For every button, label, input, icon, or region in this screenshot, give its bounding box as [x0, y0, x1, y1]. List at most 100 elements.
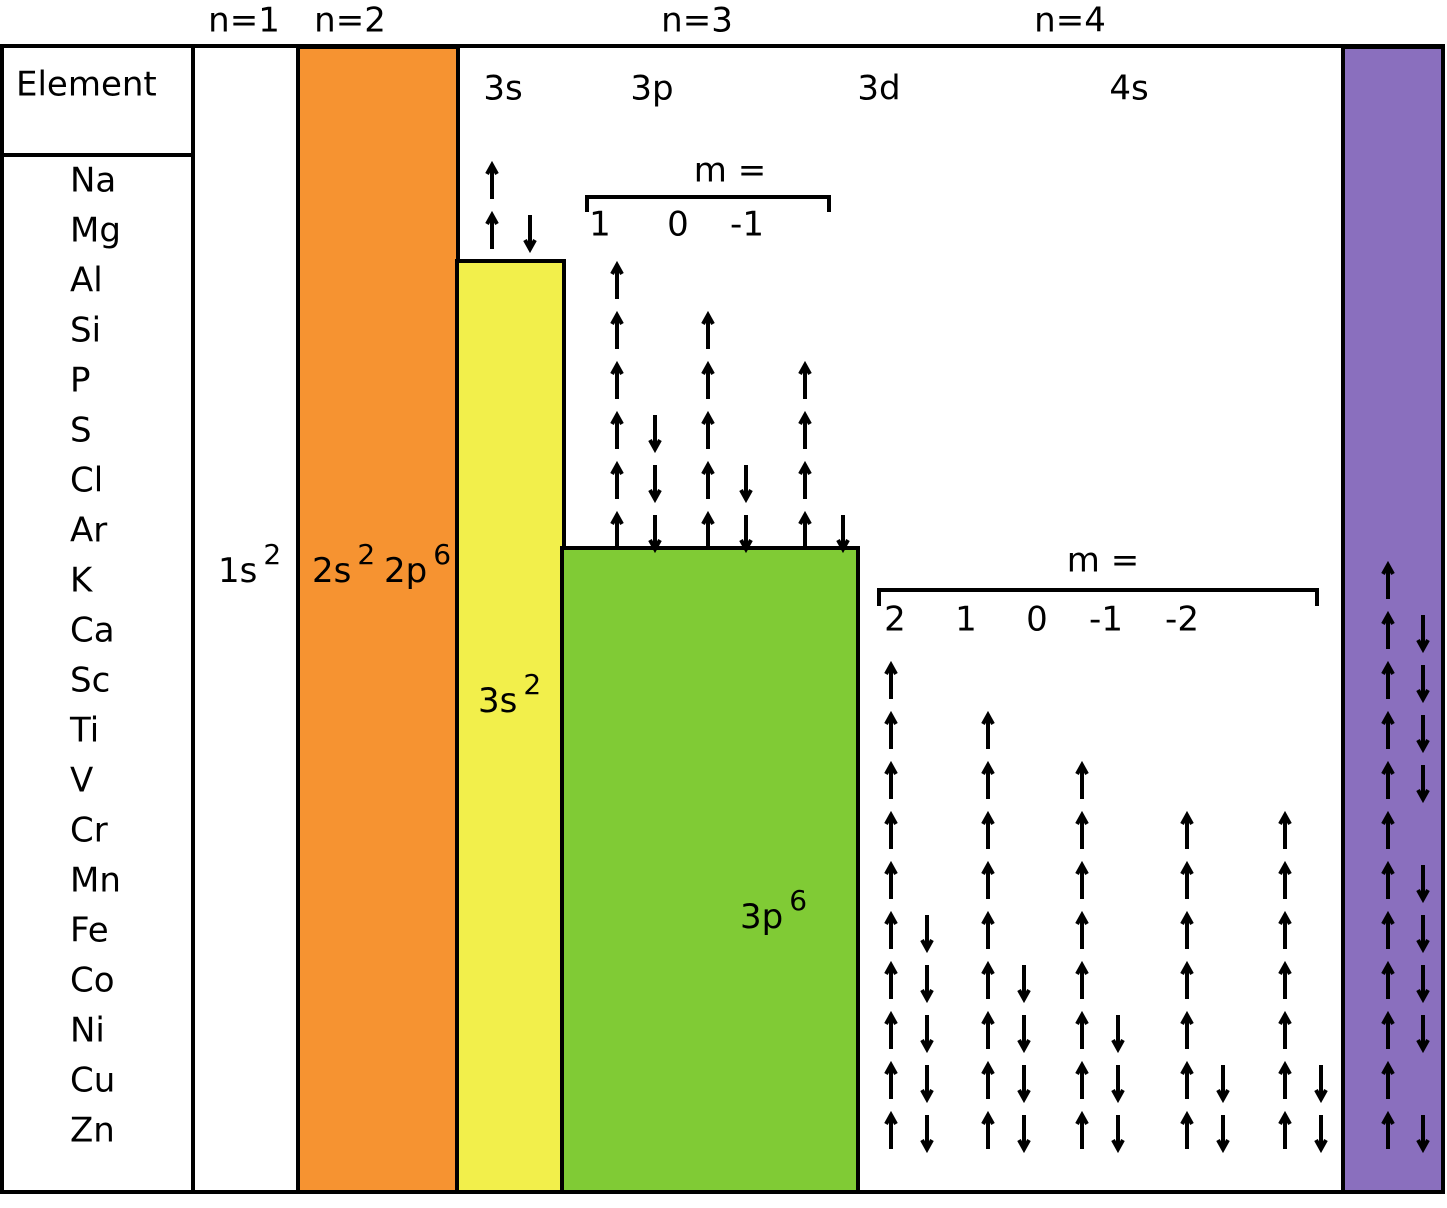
spin-up [884, 1110, 898, 1149]
spin-up [798, 360, 812, 399]
config-sup: 2 [523, 668, 541, 701]
spin-up [1381, 1010, 1395, 1049]
spin-down [920, 1115, 934, 1154]
spin-up [1180, 860, 1194, 899]
spin-up [1381, 610, 1395, 649]
spin-up [981, 960, 995, 999]
config-sup: 2 [263, 538, 281, 571]
spin-up [701, 360, 715, 399]
element-name: Al [70, 261, 103, 301]
spin-up [1180, 1010, 1194, 1049]
spin-up [884, 660, 898, 699]
spin-up [884, 1060, 898, 1099]
spin-up [1381, 910, 1395, 949]
spin-up [1381, 860, 1395, 899]
spin-down [1416, 765, 1430, 804]
spin-down [1216, 1065, 1230, 1104]
spin-up [610, 310, 624, 349]
spin-up [1180, 810, 1194, 849]
spin-up [701, 510, 715, 549]
spin-up [1381, 810, 1395, 849]
spin-down [1416, 615, 1430, 654]
m-value: 1 [589, 205, 611, 245]
spin-up [1180, 1060, 1194, 1099]
m-value: -1 [730, 205, 764, 245]
subshell-label: 3p [630, 69, 673, 109]
subshell-label: 4s [1109, 69, 1148, 109]
spin-up [1278, 1010, 1292, 1049]
spin-down [920, 1065, 934, 1104]
spin-down [1017, 1065, 1031, 1104]
spin-up [981, 910, 995, 949]
config-text: 3p [740, 897, 783, 937]
m-label: m = [694, 151, 766, 191]
spin-up [1381, 760, 1395, 799]
spin-down [1416, 915, 1430, 954]
spin-down [1017, 1015, 1031, 1054]
spin-up [981, 760, 995, 799]
config-text: 1s [218, 551, 257, 591]
spin-up [1075, 860, 1089, 899]
spin-down [1216, 1115, 1230, 1154]
spin-up [1180, 910, 1194, 949]
config-sup: 6 [433, 538, 451, 571]
config-label: 3p 6 [740, 884, 807, 937]
shell-label: n=3 [661, 1, 733, 41]
element-name: V [70, 761, 93, 801]
spin-up [485, 210, 499, 249]
element-name: Ti [69, 711, 99, 751]
spin-down [1416, 715, 1430, 754]
spin-up [981, 710, 995, 749]
spin-up [884, 710, 898, 749]
spin-up [798, 510, 812, 549]
m-value: -2 [1165, 600, 1199, 640]
config-sup: 2 [357, 538, 375, 571]
spin-up [884, 960, 898, 999]
spin-down [1017, 965, 1031, 1004]
subshell-label: 3s [483, 69, 522, 109]
spin-down [1111, 1065, 1125, 1104]
element-name: Fe [70, 911, 109, 951]
spin-up [1075, 960, 1089, 999]
m-value: 2 [884, 600, 906, 640]
spin-up [1278, 960, 1292, 999]
element-name: Mg [70, 211, 121, 251]
spin-down [920, 1015, 934, 1054]
m-value: 1 [955, 600, 977, 640]
spin-up [701, 410, 715, 449]
spin-down [739, 465, 753, 504]
config-label: 1s 2 [218, 538, 281, 591]
spin-up [610, 360, 624, 399]
spin-up [884, 1010, 898, 1049]
config-sup: 6 [789, 884, 807, 917]
spin-up [1075, 1060, 1089, 1099]
spin-up [1075, 810, 1089, 849]
spin-up [1381, 1060, 1395, 1099]
spin-up [1075, 1110, 1089, 1149]
spin-up [1278, 1060, 1292, 1099]
spin-up [1381, 660, 1395, 699]
spin-down [648, 465, 662, 504]
m-value: -1 [1089, 600, 1123, 640]
spin-down [1314, 1115, 1328, 1154]
band-3p [560, 546, 860, 1194]
spin-up [1381, 710, 1395, 749]
spin-up [798, 410, 812, 449]
element-name: Zn [70, 1111, 115, 1151]
spin-up [1278, 810, 1292, 849]
shell-label: n=4 [1034, 1, 1106, 41]
spin-up [884, 810, 898, 849]
spin-up [981, 810, 995, 849]
spin-down [920, 915, 934, 954]
spin-up [981, 1110, 995, 1149]
spin-up [1278, 910, 1292, 949]
spin-up [1180, 1110, 1194, 1149]
element-name: Ar [70, 511, 107, 551]
bracket [585, 195, 831, 212]
element-name: Cu [70, 1061, 115, 1101]
element-name: Co [70, 961, 115, 1001]
element-name: Si [70, 311, 101, 351]
element-name: Cr [70, 811, 108, 851]
spin-up [1278, 860, 1292, 899]
spin-up [884, 910, 898, 949]
